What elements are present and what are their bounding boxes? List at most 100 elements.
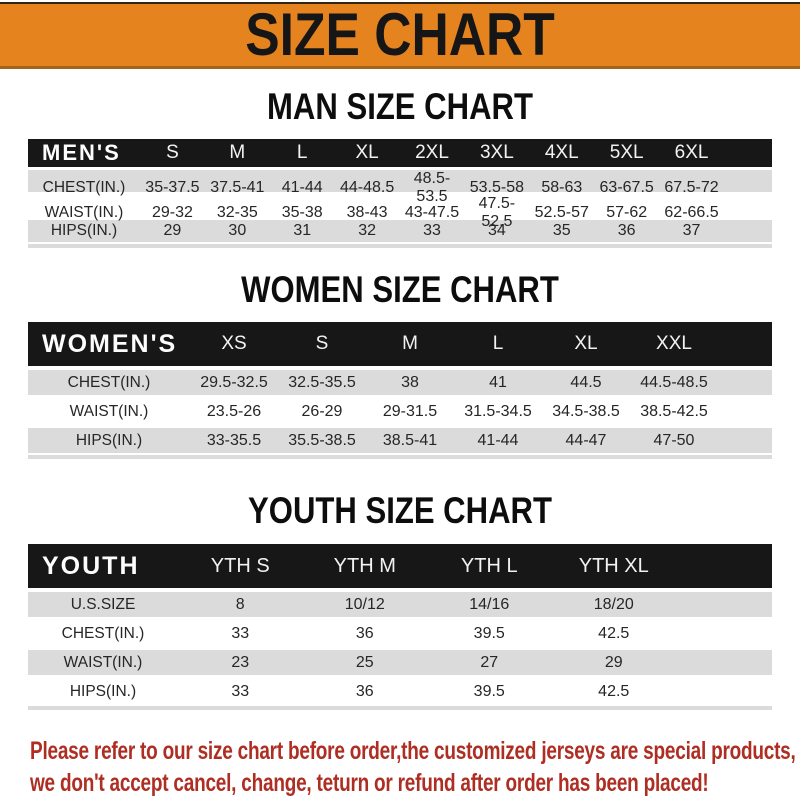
table-cell: 41-44 — [477, 431, 519, 449]
table-row: CHEST(IN.) 33 36 39.5 42.5 — [28, 621, 772, 646]
table-cell: 44.5-48.5 — [640, 373, 708, 391]
table-cell: 29 — [604, 653, 623, 671]
table-cell: 33 — [231, 682, 250, 700]
table-header-row: WOMEN'S XS S M L XL XXL — [28, 322, 772, 366]
table-row: WAIST(IN.) 29-32 32-35 35-38 38-43 43-47.5 47.… — [28, 195, 772, 230]
table-cell: 30 — [228, 222, 247, 239]
table-cell: 52.5-57 — [534, 204, 589, 221]
column-header: XS — [221, 333, 247, 354]
table-cell: 8 — [235, 595, 245, 613]
row-label: HIPS(IN.) — [50, 222, 118, 239]
men-section: MAN SIZE CHART MEN'S S M L XL 2XL 3XL 4XL 5XL 6XL… — [0, 86, 800, 248]
table-cell: 32-35 — [216, 204, 258, 221]
row-label: HIPS(IN.) — [69, 682, 137, 700]
banner-title: SIZE CHART — [245, 1, 555, 68]
footer-line-2: we don't accept cancel, change, teturn o… — [30, 768, 709, 797]
table-cell: 48.5-53.5 — [413, 170, 451, 205]
table-cell: 44-48.5 — [339, 179, 395, 196]
youth-section-title: YOUTH SIZE CHART — [248, 490, 552, 531]
table-cell: 36 — [355, 624, 374, 642]
table-cell: 33 — [231, 624, 250, 642]
table-cell: 44.5 — [570, 373, 602, 391]
table-cell: 29.5-32.5 — [200, 373, 268, 391]
table-cell: 25 — [355, 653, 374, 671]
table-row: WAIST(IN.) 23.5-26 26-29 29-31.5 31.5-34.5 34… — [28, 399, 772, 424]
table-cell: 63-67.5 — [599, 179, 654, 196]
men-size-table: MEN'S S M L XL 2XL 3XL 4XL 5XL 6XL CHEST(IN.) 35-37… — [28, 139, 772, 248]
table-cell: 31.5-34.5 — [464, 402, 532, 420]
table-header-row: YOUTH YTH S YTH M YTH L YTH XL — [28, 544, 772, 588]
table-cell: 58-63 — [541, 179, 583, 196]
table-cell: 38.5-41 — [382, 431, 438, 449]
table-cell: 57-62 — [606, 204, 648, 221]
column-header: 5XL — [609, 142, 644, 163]
table-cell: 62-66.5 — [664, 204, 719, 221]
table-cell: 35.5-38.5 — [288, 431, 356, 449]
table-header-row: MEN'S S M L XL 2XL 3XL 4XL 5XL 6XL — [28, 139, 772, 167]
table-cell: 44-47 — [565, 431, 607, 449]
row-label: CHEST(IN.) — [61, 624, 145, 642]
table-cell: 38.5-42.5 — [640, 402, 708, 420]
column-header: 3XL — [479, 142, 514, 163]
table-cell: 42.5 — [598, 682, 630, 700]
table-cell: 35-37.5 — [145, 179, 200, 196]
column-header: 2XL — [415, 142, 449, 163]
table-cell: 31 — [293, 222, 312, 239]
table-cell: 36 — [355, 682, 374, 700]
column-header: YTH L — [460, 554, 518, 577]
table-cell: 35 — [552, 222, 571, 239]
row-label: U.S.SIZE — [70, 595, 136, 613]
table-cell: 27 — [480, 653, 499, 671]
table-cell: 29-31.5 — [382, 402, 438, 420]
table-cell: 29 — [163, 222, 182, 239]
table-row: HIPS(IN.) 33 36 39.5 42.5 — [28, 679, 772, 704]
column-header: 6XL — [674, 142, 709, 163]
table-cell: 39.5 — [473, 682, 505, 700]
row-label: WAIST(IN.) — [44, 204, 124, 221]
table-cell: 37 — [682, 222, 701, 239]
youth-section: YOUTH SIZE CHART YOUTH YTH S YTH M YTH L YTH… — [0, 490, 800, 710]
table-cell: 18/20 — [593, 595, 634, 613]
table-cell: 32 — [358, 222, 376, 239]
table-bottom-strip — [28, 706, 772, 710]
table-cell: 42.5 — [598, 624, 630, 642]
table-bottom-strip — [28, 455, 772, 459]
column-header: XXL — [656, 333, 692, 354]
table-cell: 34 — [487, 222, 506, 239]
women-section: WOMEN SIZE CHART WOMEN'S XS S M L XL XXL CHEST(… — [0, 271, 800, 459]
column-header: 4XL — [544, 142, 579, 163]
footer-line-1: Please refer to our size chart before or… — [30, 737, 796, 765]
table-cell: 36 — [617, 222, 636, 239]
table-cell: 37.5-41 — [210, 179, 265, 196]
banner: SIZE CHART — [0, 2, 800, 69]
row-label: WAIST(IN.) — [63, 653, 143, 671]
table-row: HIPS(IN.) 29 30 31 32 33 34 35 36 37 — [28, 220, 772, 242]
table-cell: 47-50 — [653, 431, 695, 449]
youth-size-table: YOUTH YTH S YTH M YTH L YTH XL U.S.SIZE 8 10/12… — [28, 544, 772, 710]
footer-note: Please refer to our size chart before or… — [30, 736, 800, 799]
column-header: L — [296, 142, 308, 163]
men-section-title: MAN SIZE CHART — [267, 86, 533, 127]
row-label: CHEST(IN.) — [42, 179, 126, 196]
table-cell: 38 — [401, 373, 419, 391]
table-cell: 23.5-26 — [206, 402, 262, 420]
table-cell: 41-44 — [281, 179, 323, 196]
table-cell: 14/16 — [469, 595, 510, 613]
table-cell: 67.5-72 — [664, 179, 719, 196]
row-label: WAIST(IN.) — [69, 402, 149, 420]
table-cell: 35-38 — [281, 204, 323, 221]
table-cell: 33 — [423, 222, 441, 239]
column-header: YTH S — [210, 554, 270, 577]
table-cell: 53.5-58 — [469, 179, 525, 196]
table-header-label: MEN'S — [42, 140, 121, 165]
table-cell: 34.5-38.5 — [552, 402, 620, 420]
table-cell: 41 — [489, 373, 507, 391]
column-header: M — [402, 333, 418, 354]
table-cell: 29-32 — [151, 204, 193, 221]
table-header-label: YOUTH — [42, 551, 140, 580]
table-header-label: WOMEN'S — [42, 329, 178, 358]
table-cell: 26-29 — [301, 402, 343, 420]
table-cell: 38-43 — [346, 204, 388, 221]
column-header: M — [229, 142, 246, 163]
